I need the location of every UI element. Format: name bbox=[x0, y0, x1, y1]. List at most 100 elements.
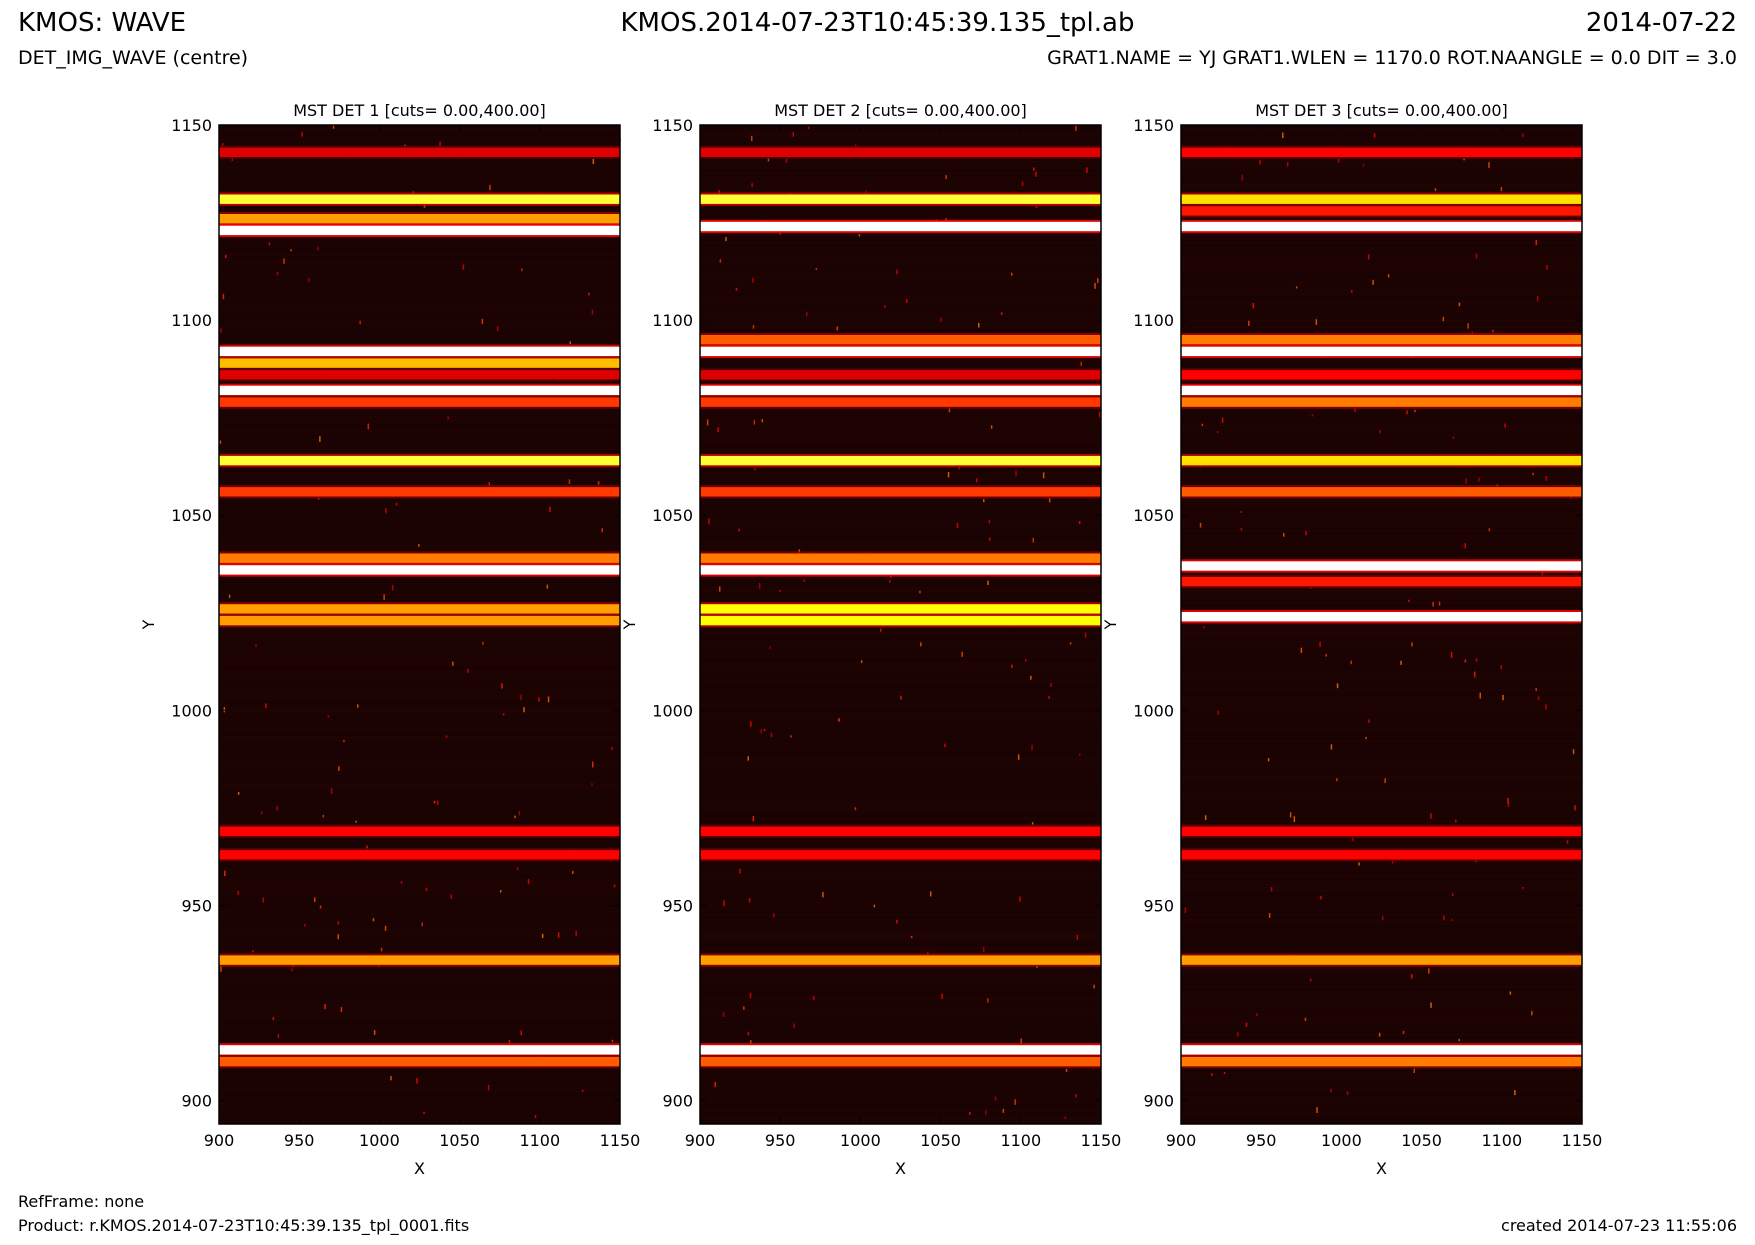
noise-row bbox=[700, 413, 1101, 415]
noise-row bbox=[700, 767, 1101, 769]
noise-row bbox=[1181, 260, 1582, 262]
noise-row bbox=[700, 914, 1101, 916]
noise-row bbox=[219, 638, 620, 640]
noise-row bbox=[1181, 689, 1582, 691]
noise-row bbox=[700, 161, 1101, 163]
hot-pixel bbox=[722, 1012, 725, 1017]
hot-pixel bbox=[812, 996, 815, 1001]
noise-row bbox=[1181, 905, 1582, 907]
noise-row bbox=[1181, 812, 1582, 814]
noise-row bbox=[219, 803, 620, 805]
noise-row bbox=[700, 599, 1101, 601]
hot-pixel bbox=[538, 697, 540, 702]
noise-row bbox=[1181, 626, 1582, 628]
noise-row bbox=[219, 1025, 620, 1027]
noise-row bbox=[219, 431, 620, 433]
noise-row bbox=[219, 989, 620, 991]
noise-row bbox=[219, 548, 620, 550]
noise-row bbox=[1181, 533, 1582, 535]
hot-pixel bbox=[988, 520, 991, 524]
emission-line bbox=[219, 214, 620, 224]
hot-pixel bbox=[1304, 1017, 1307, 1021]
noise-row bbox=[219, 635, 620, 637]
noise-row bbox=[219, 929, 620, 931]
noise-row bbox=[1181, 419, 1582, 421]
noise-row bbox=[219, 320, 620, 322]
noise-row bbox=[1181, 428, 1582, 430]
hot-pixel bbox=[290, 249, 292, 252]
emission-line bbox=[1181, 487, 1582, 497]
noise-row bbox=[1181, 758, 1582, 760]
noise-row bbox=[700, 725, 1101, 727]
noise-row bbox=[1181, 296, 1582, 298]
hot-pixel bbox=[1048, 497, 1051, 503]
noise-row bbox=[219, 815, 620, 817]
noise-row bbox=[1181, 161, 1582, 163]
noise-row bbox=[700, 500, 1101, 502]
noise-row bbox=[1181, 608, 1582, 610]
noise-row bbox=[219, 473, 620, 475]
hot-pixel bbox=[854, 807, 857, 811]
noise-row bbox=[1181, 509, 1582, 511]
emission-line bbox=[219, 955, 620, 965]
y-tick-label: 950 bbox=[662, 896, 693, 915]
noise-row bbox=[1181, 695, 1582, 697]
noise-row bbox=[219, 260, 620, 262]
noise-row bbox=[219, 842, 620, 844]
noise-row bbox=[700, 587, 1101, 589]
hot-pixel bbox=[792, 132, 794, 137]
noise-row bbox=[219, 884, 620, 886]
noise-row bbox=[700, 1073, 1101, 1075]
noise-row bbox=[1181, 794, 1582, 796]
noise-row bbox=[219, 1073, 620, 1075]
hot-pixel bbox=[1358, 862, 1360, 866]
noise-row bbox=[219, 986, 620, 988]
noise-row bbox=[219, 1091, 620, 1093]
noise-row bbox=[219, 875, 620, 877]
noise-row bbox=[219, 758, 620, 760]
hot-pixel bbox=[262, 897, 264, 903]
noise-row bbox=[219, 950, 620, 952]
noise-row bbox=[1181, 692, 1582, 694]
noise-row bbox=[1181, 740, 1582, 742]
hot-pixel bbox=[220, 965, 222, 972]
noise-row bbox=[219, 527, 620, 529]
noise-row bbox=[1181, 506, 1582, 508]
hot-pixel bbox=[752, 816, 755, 822]
noise-row bbox=[1181, 512, 1582, 514]
noise-row bbox=[700, 773, 1101, 775]
emission-line bbox=[700, 455, 1101, 466]
noise-row bbox=[700, 947, 1101, 949]
noise-row bbox=[1181, 425, 1582, 427]
noise-row bbox=[1181, 137, 1582, 139]
noise-row bbox=[1181, 929, 1582, 931]
noise-row bbox=[219, 872, 620, 874]
hot-pixel bbox=[1079, 753, 1081, 756]
noise-row bbox=[700, 1097, 1101, 1099]
hot-pixel bbox=[439, 141, 441, 147]
noise-row bbox=[1181, 713, 1582, 715]
noise-row bbox=[219, 869, 620, 871]
noise-row bbox=[1181, 791, 1582, 793]
noise-row bbox=[700, 923, 1101, 925]
noise-row bbox=[700, 296, 1101, 298]
noise-row bbox=[219, 1010, 620, 1012]
noise-row bbox=[700, 1037, 1101, 1039]
noise-row bbox=[700, 1103, 1101, 1105]
hot-pixel bbox=[717, 427, 719, 433]
noise-row bbox=[1181, 896, 1582, 898]
emission-line bbox=[1181, 612, 1582, 622]
noise-row bbox=[700, 284, 1101, 286]
noise-row bbox=[1181, 359, 1582, 361]
noise-row bbox=[700, 866, 1101, 868]
created-timestamp: created 2014-07-23 11:55:06 bbox=[1501, 1216, 1737, 1235]
noise-row bbox=[1181, 272, 1582, 274]
noise-row bbox=[700, 1010, 1101, 1012]
noise-row bbox=[700, 737, 1101, 739]
hot-pixel bbox=[806, 311, 808, 317]
noise-row bbox=[219, 923, 620, 925]
noise-row bbox=[219, 599, 620, 601]
noise-row bbox=[219, 767, 620, 769]
y-tick-label: 950 bbox=[1143, 896, 1174, 915]
noise-row bbox=[1181, 599, 1582, 601]
